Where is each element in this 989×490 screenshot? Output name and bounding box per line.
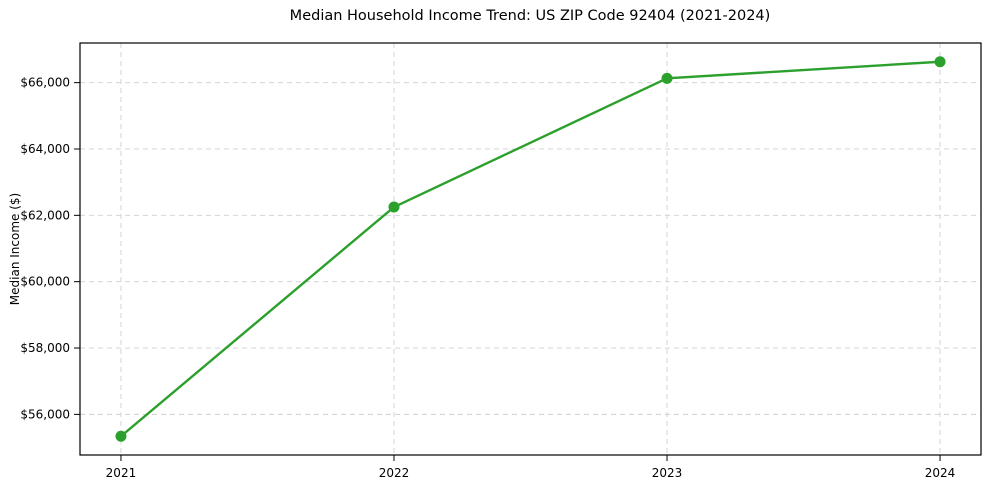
y-tick-label: $62,000	[20, 208, 70, 222]
data-point-2023	[661, 72, 673, 84]
data-point-2022	[388, 201, 400, 213]
chart-title: Median Household Income Trend: US ZIP Co…	[289, 8, 771, 24]
data-point-2024	[934, 56, 946, 68]
y-tick-label: $60,000	[20, 275, 70, 289]
x-tick-label: 2022	[379, 466, 410, 480]
trend-line	[119, 60, 942, 438]
plot-border	[79, 42, 982, 456]
y-tick-label: $66,000	[20, 76, 70, 90]
x-tick-label: 2024	[925, 466, 956, 480]
data-point-2021	[115, 430, 127, 442]
y-tick-label: $58,000	[20, 341, 70, 355]
y-tick-label: $64,000	[20, 142, 70, 156]
x-tick-label: 2021	[106, 466, 137, 480]
x-tick-label: 2023	[652, 466, 683, 480]
y-tick-label: $56,000	[20, 407, 70, 421]
